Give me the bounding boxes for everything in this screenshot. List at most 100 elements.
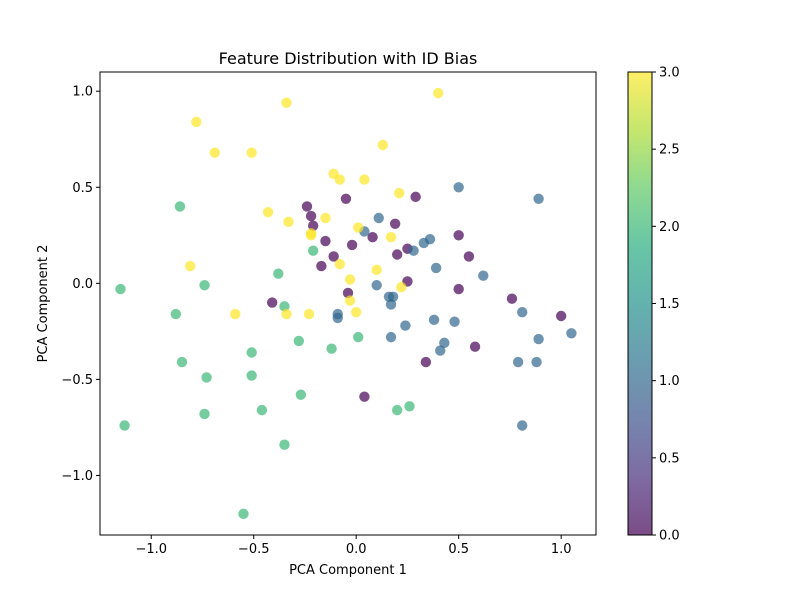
data-point xyxy=(394,187,405,199)
data-point xyxy=(170,308,182,320)
data-point xyxy=(428,314,440,326)
data-point xyxy=(346,239,358,251)
data-point xyxy=(408,245,419,256)
data-point xyxy=(453,283,464,295)
y-axis-ticks: −1.0 −0.5 0.0 0.5 1.0 xyxy=(61,85,100,484)
data-point xyxy=(404,401,415,412)
data-point xyxy=(301,201,313,212)
y-tick-label: −1.0 xyxy=(61,469,93,484)
data-point xyxy=(531,356,542,368)
colorbar-tick-label: 2.5 xyxy=(659,143,680,158)
data-point xyxy=(371,264,382,276)
data-point xyxy=(410,191,421,203)
data-point xyxy=(439,337,450,349)
data-point xyxy=(469,341,481,352)
x-tick-label: 1.0 xyxy=(551,542,572,557)
data-point xyxy=(262,207,274,218)
data-point xyxy=(377,139,389,151)
data-point xyxy=(353,222,364,233)
data-point xyxy=(332,312,343,324)
data-point xyxy=(316,260,327,272)
colorbar-tick-label: 2.0 xyxy=(659,220,680,235)
y-tick-label: −0.5 xyxy=(61,373,93,388)
data-point xyxy=(385,299,397,310)
data-point xyxy=(432,87,444,99)
data-point xyxy=(506,293,518,304)
data-point xyxy=(353,331,364,343)
data-point xyxy=(246,147,257,158)
data-point xyxy=(176,356,188,368)
data-point xyxy=(430,262,442,274)
data-point xyxy=(283,216,294,228)
y-tick-label: 1.0 xyxy=(72,85,93,100)
data-point xyxy=(307,245,319,256)
data-point xyxy=(533,333,544,345)
data-point xyxy=(305,210,317,222)
data-point xyxy=(418,237,430,249)
scatter-points xyxy=(115,87,577,520)
data-point xyxy=(199,408,210,420)
data-point xyxy=(385,331,397,343)
colorbar-ticks: 0.0 0.5 1.0 1.5 2.0 2.5 3.0 xyxy=(652,66,680,544)
data-point xyxy=(320,235,331,247)
colorbar-tick-label: 0.0 xyxy=(659,529,680,544)
data-point xyxy=(273,268,284,279)
data-point xyxy=(191,116,202,128)
data-point xyxy=(463,251,475,262)
x-tick-label: −0.5 xyxy=(238,542,270,557)
data-point xyxy=(238,508,249,520)
data-point xyxy=(334,258,345,270)
colorbar-tick-label: 3.0 xyxy=(659,66,680,81)
data-point xyxy=(566,328,577,339)
data-point xyxy=(555,310,567,322)
data-point xyxy=(230,308,241,320)
data-point xyxy=(199,280,210,291)
colorbar-gradient xyxy=(628,72,652,535)
colorbar-tick-label: 1.0 xyxy=(659,374,680,389)
data-point xyxy=(371,280,382,291)
data-point xyxy=(174,201,186,212)
data-point xyxy=(478,270,489,281)
x-tick-label: 0.5 xyxy=(448,542,469,557)
data-point xyxy=(246,347,257,358)
data-point xyxy=(512,356,524,368)
data-point xyxy=(359,174,370,185)
x-axis-label: PCA Component 1 xyxy=(289,563,407,578)
data-point xyxy=(295,389,307,400)
data-point xyxy=(391,404,403,416)
colorbar-tick-label: 0.5 xyxy=(659,451,680,466)
data-point xyxy=(281,97,292,108)
data-point xyxy=(328,251,339,262)
data-point xyxy=(246,370,257,381)
data-point xyxy=(400,320,411,331)
data-point xyxy=(533,193,544,204)
y-tick-label: 0.5 xyxy=(72,181,93,196)
data-point xyxy=(281,308,292,320)
data-point xyxy=(334,174,345,185)
data-point xyxy=(367,232,378,243)
data-point xyxy=(303,308,315,320)
data-point xyxy=(119,420,130,431)
x-tick-label: 0.0 xyxy=(346,542,367,557)
data-point xyxy=(389,218,401,229)
data-point xyxy=(209,147,220,158)
x-axis-ticks: −1.0 −0.5 0.0 0.5 1.0 xyxy=(135,535,572,557)
colorbar: 0.0 0.5 1.0 1.5 2.0 2.5 3.0 xyxy=(627,66,680,544)
data-point xyxy=(453,230,464,241)
x-tick-label: −1.0 xyxy=(135,542,167,557)
data-point xyxy=(385,232,397,243)
data-point xyxy=(320,212,331,224)
data-point xyxy=(449,316,460,327)
plot-area xyxy=(99,71,597,536)
data-point xyxy=(517,306,528,318)
data-point xyxy=(256,404,268,416)
chart-title: Feature Distribution with ID Bias xyxy=(219,49,478,68)
data-point xyxy=(344,295,356,306)
axes-frame xyxy=(99,71,597,536)
data-point xyxy=(517,420,528,431)
data-point xyxy=(351,306,362,318)
data-point xyxy=(115,283,126,295)
data-point xyxy=(396,281,407,293)
data-point xyxy=(453,182,464,193)
